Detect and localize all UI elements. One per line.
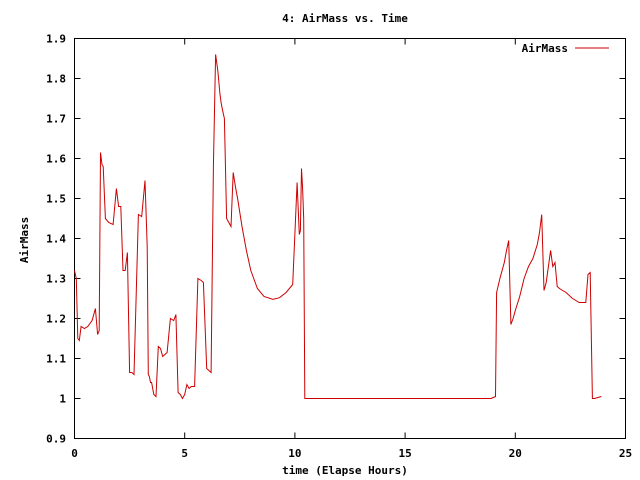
y-tick-label: 1.3 [46,273,66,286]
series-line-airmass [74,54,602,400]
y-tick: 1.1 [46,353,626,366]
x-axis-label: time (Elapse Hours) [282,464,408,477]
series-layer [74,54,602,400]
y-tick: 1.2 [46,313,626,326]
y-tick: 1.7 [46,113,626,126]
y-tick-label: 1.7 [46,113,66,126]
y-tick: 1 [59,393,626,406]
legend-label: AirMass [522,42,568,55]
y-axis-label: AirMass [18,217,31,263]
x-tick-label: 15 [398,447,411,460]
y-tick: 1.6 [46,153,626,166]
y-tick: 1.9 [46,33,626,46]
y-tick-label: 1.2 [46,313,66,326]
x-tick: 10 [288,38,302,460]
axis-ticks: 0 5 10 15 20 25 0.9 1 1.1 1.2 1.3 1.4 1.5 1.6 1.7 1.8 1.… [46,33,632,461]
x-tick: 15 [398,38,412,460]
y-tick-label: 0.9 [46,433,66,446]
y-tick-label: 1.9 [46,33,66,46]
x-tick-label: 10 [288,447,301,460]
y-tick: 0.9 [46,433,626,446]
x-tick-label: 0 [71,447,78,460]
x-tick: 25 [619,38,632,460]
x-tick: 0 [71,38,78,460]
y-tick: 1.3 [46,273,626,286]
y-tick: 1.4 [46,233,626,246]
x-tick: 20 [509,38,522,460]
chart-title: 4: AirMass vs. Time [282,12,408,25]
y-tick-label: 1.5 [46,193,66,206]
y-tick: 1.5 [46,193,626,206]
x-tick-label: 5 [181,447,188,460]
x-tick: 5 [181,38,188,460]
x-tick-label: 25 [619,447,632,460]
x-tick-label: 20 [509,447,522,460]
legend: AirMass [522,42,609,55]
y-tick-label: 1.1 [46,353,66,366]
y-tick-label: 1.8 [46,73,66,86]
y-tick-label: 1.4 [46,233,66,246]
y-tick: 1.8 [46,73,626,86]
y-tick-label: 1.6 [46,153,66,166]
y-tick-label: 1 [59,393,66,406]
